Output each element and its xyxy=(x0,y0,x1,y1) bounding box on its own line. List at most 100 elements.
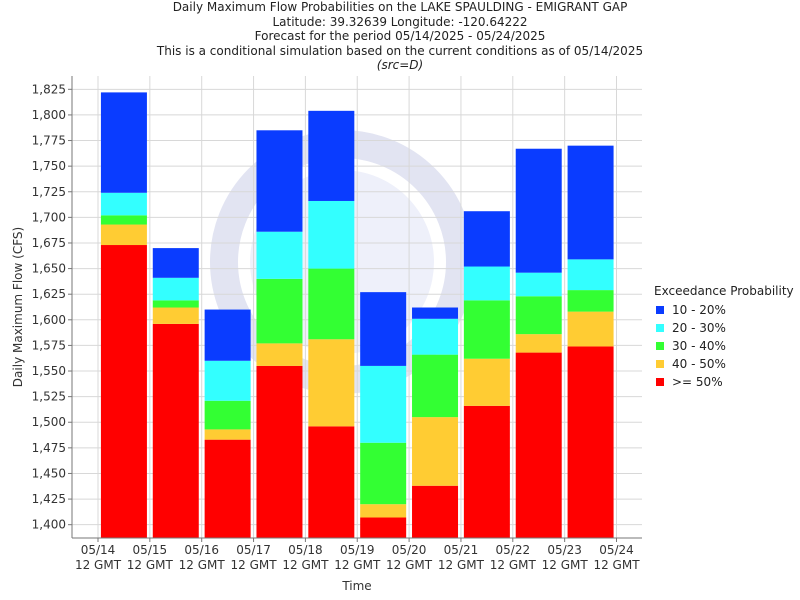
legend-label: 10 - 20% xyxy=(672,303,726,317)
legend-item: 20 - 30% xyxy=(654,319,794,337)
bar-segment xyxy=(412,318,459,355)
source-note: (src=D) xyxy=(376,58,424,72)
legend-swatch xyxy=(656,378,664,386)
simulation-note: This is a conditional simulation based o… xyxy=(156,43,644,58)
bar-segment xyxy=(100,245,147,538)
bar-segment xyxy=(412,485,459,538)
y-tick-label: 1,500 xyxy=(32,415,66,429)
bar-segment xyxy=(100,92,147,193)
x-tick-label: 05/23 xyxy=(547,543,582,557)
bar-segment xyxy=(567,259,614,291)
x-tick-label-time: 12 GMT xyxy=(334,558,381,572)
x-tick-label: 05/22 xyxy=(496,543,531,557)
location-subtitle: Latitude: 39.32639 Longitude: -120.64222 xyxy=(272,14,528,29)
bar-segment xyxy=(308,426,355,538)
y-tick-label: 1,400 xyxy=(32,518,66,532)
y-tick-label: 1,425 xyxy=(32,492,66,506)
legend-label: 20 - 30% xyxy=(672,321,726,335)
x-tick-label: 05/19 xyxy=(340,543,375,557)
bar-segment xyxy=(360,517,407,538)
y-tick-label: 1,450 xyxy=(32,466,66,480)
y-tick-label: 1,625 xyxy=(32,287,66,301)
bar-segment xyxy=(152,307,199,324)
legend-label: 30 - 40% xyxy=(672,339,726,353)
bar-segment xyxy=(567,145,614,260)
x-tick-label: 05/15 xyxy=(133,543,168,557)
bar-segment xyxy=(152,277,199,301)
legend-item: 30 - 40% xyxy=(654,337,794,355)
bar-segment xyxy=(256,343,303,366)
y-tick-label: 1,675 xyxy=(32,236,66,250)
chart-title-block: Daily Maximum Flow Probabilities on the … xyxy=(0,0,800,73)
chart-title: Daily Maximum Flow Probabilities on the … xyxy=(172,0,628,14)
y-tick-label: 1,550 xyxy=(32,364,66,378)
legend-swatch xyxy=(656,360,664,368)
x-tick-label-time: 12 GMT xyxy=(542,558,589,572)
bar-segment xyxy=(515,334,562,353)
y-tick-label: 1,525 xyxy=(32,390,66,404)
bar-segment xyxy=(100,192,147,216)
bar-segment xyxy=(100,224,147,246)
bar-segment xyxy=(515,352,562,538)
bar-segment xyxy=(515,272,562,297)
bar-segment xyxy=(308,339,355,427)
bar-segment xyxy=(152,300,199,308)
x-tick-label-time: 12 GMT xyxy=(438,558,485,572)
bar-segment xyxy=(412,307,459,319)
bar-segment xyxy=(308,200,355,269)
bar-segment xyxy=(360,504,407,518)
y-tick-label: 1,725 xyxy=(32,185,66,199)
y-tick-label: 1,600 xyxy=(32,313,66,327)
bar-segment xyxy=(256,278,303,344)
bar-segment xyxy=(515,148,562,273)
y-tick-label: 1,475 xyxy=(32,441,66,455)
x-tick-label: 05/17 xyxy=(236,543,271,557)
bar-segment xyxy=(308,110,355,201)
bar-segment xyxy=(567,346,614,538)
y-axis-label: Daily Maximum Flow (CFS) xyxy=(11,227,25,387)
legend-item: 10 - 20% xyxy=(654,301,794,319)
bar-segment xyxy=(463,405,510,538)
bar-segment xyxy=(204,309,251,361)
legend-swatch xyxy=(656,324,664,332)
bar-segment xyxy=(256,365,303,538)
bar-segment xyxy=(204,439,251,538)
bar-segment xyxy=(412,417,459,486)
bar-segment xyxy=(463,300,510,359)
bar-segment xyxy=(308,268,355,340)
bar-segment xyxy=(463,266,510,301)
bar-segment xyxy=(515,296,562,335)
bar-segment xyxy=(204,360,251,401)
bar-segment xyxy=(360,365,407,443)
bar-segment xyxy=(360,292,407,366)
y-tick-label: 1,750 xyxy=(32,159,66,173)
x-tick-label-time: 12 GMT xyxy=(179,558,226,572)
legend-label: >= 50% xyxy=(672,375,723,389)
x-tick-label-time: 12 GMT xyxy=(231,558,278,572)
x-tick-label: 05/18 xyxy=(288,543,323,557)
legend-swatch xyxy=(656,306,664,314)
y-tick-label: 1,700 xyxy=(32,210,66,224)
x-tick-label: 05/20 xyxy=(392,543,427,557)
bar-segment xyxy=(100,215,147,225)
y-tick-label: 1,775 xyxy=(32,134,66,148)
legend-swatch xyxy=(656,342,664,350)
y-tick-label: 1,575 xyxy=(32,338,66,352)
bar-segment xyxy=(152,248,199,278)
legend-title: Exceedance Probability xyxy=(654,284,794,298)
y-tick-label: 1,825 xyxy=(32,82,66,96)
forecast-period-subtitle: Forecast for the period 05/14/2025 - 05/… xyxy=(254,29,546,43)
x-tick-label-time: 12 GMT xyxy=(75,558,122,572)
y-tick-label: 1,650 xyxy=(32,262,66,276)
y-tick-label: 1,800 xyxy=(32,108,66,122)
bar-segment xyxy=(567,290,614,312)
x-tick-label: 05/21 xyxy=(444,543,479,557)
legend-item: >= 50% xyxy=(654,373,794,391)
legend-label: 40 - 50% xyxy=(672,357,726,371)
bar-segment xyxy=(204,400,251,430)
bar-segment xyxy=(360,442,407,505)
x-tick-label-time: 12 GMT xyxy=(127,558,174,572)
bar-segment xyxy=(256,231,303,279)
legend: Exceedance Probability 10 - 20% 20 - 30%… xyxy=(654,284,794,391)
